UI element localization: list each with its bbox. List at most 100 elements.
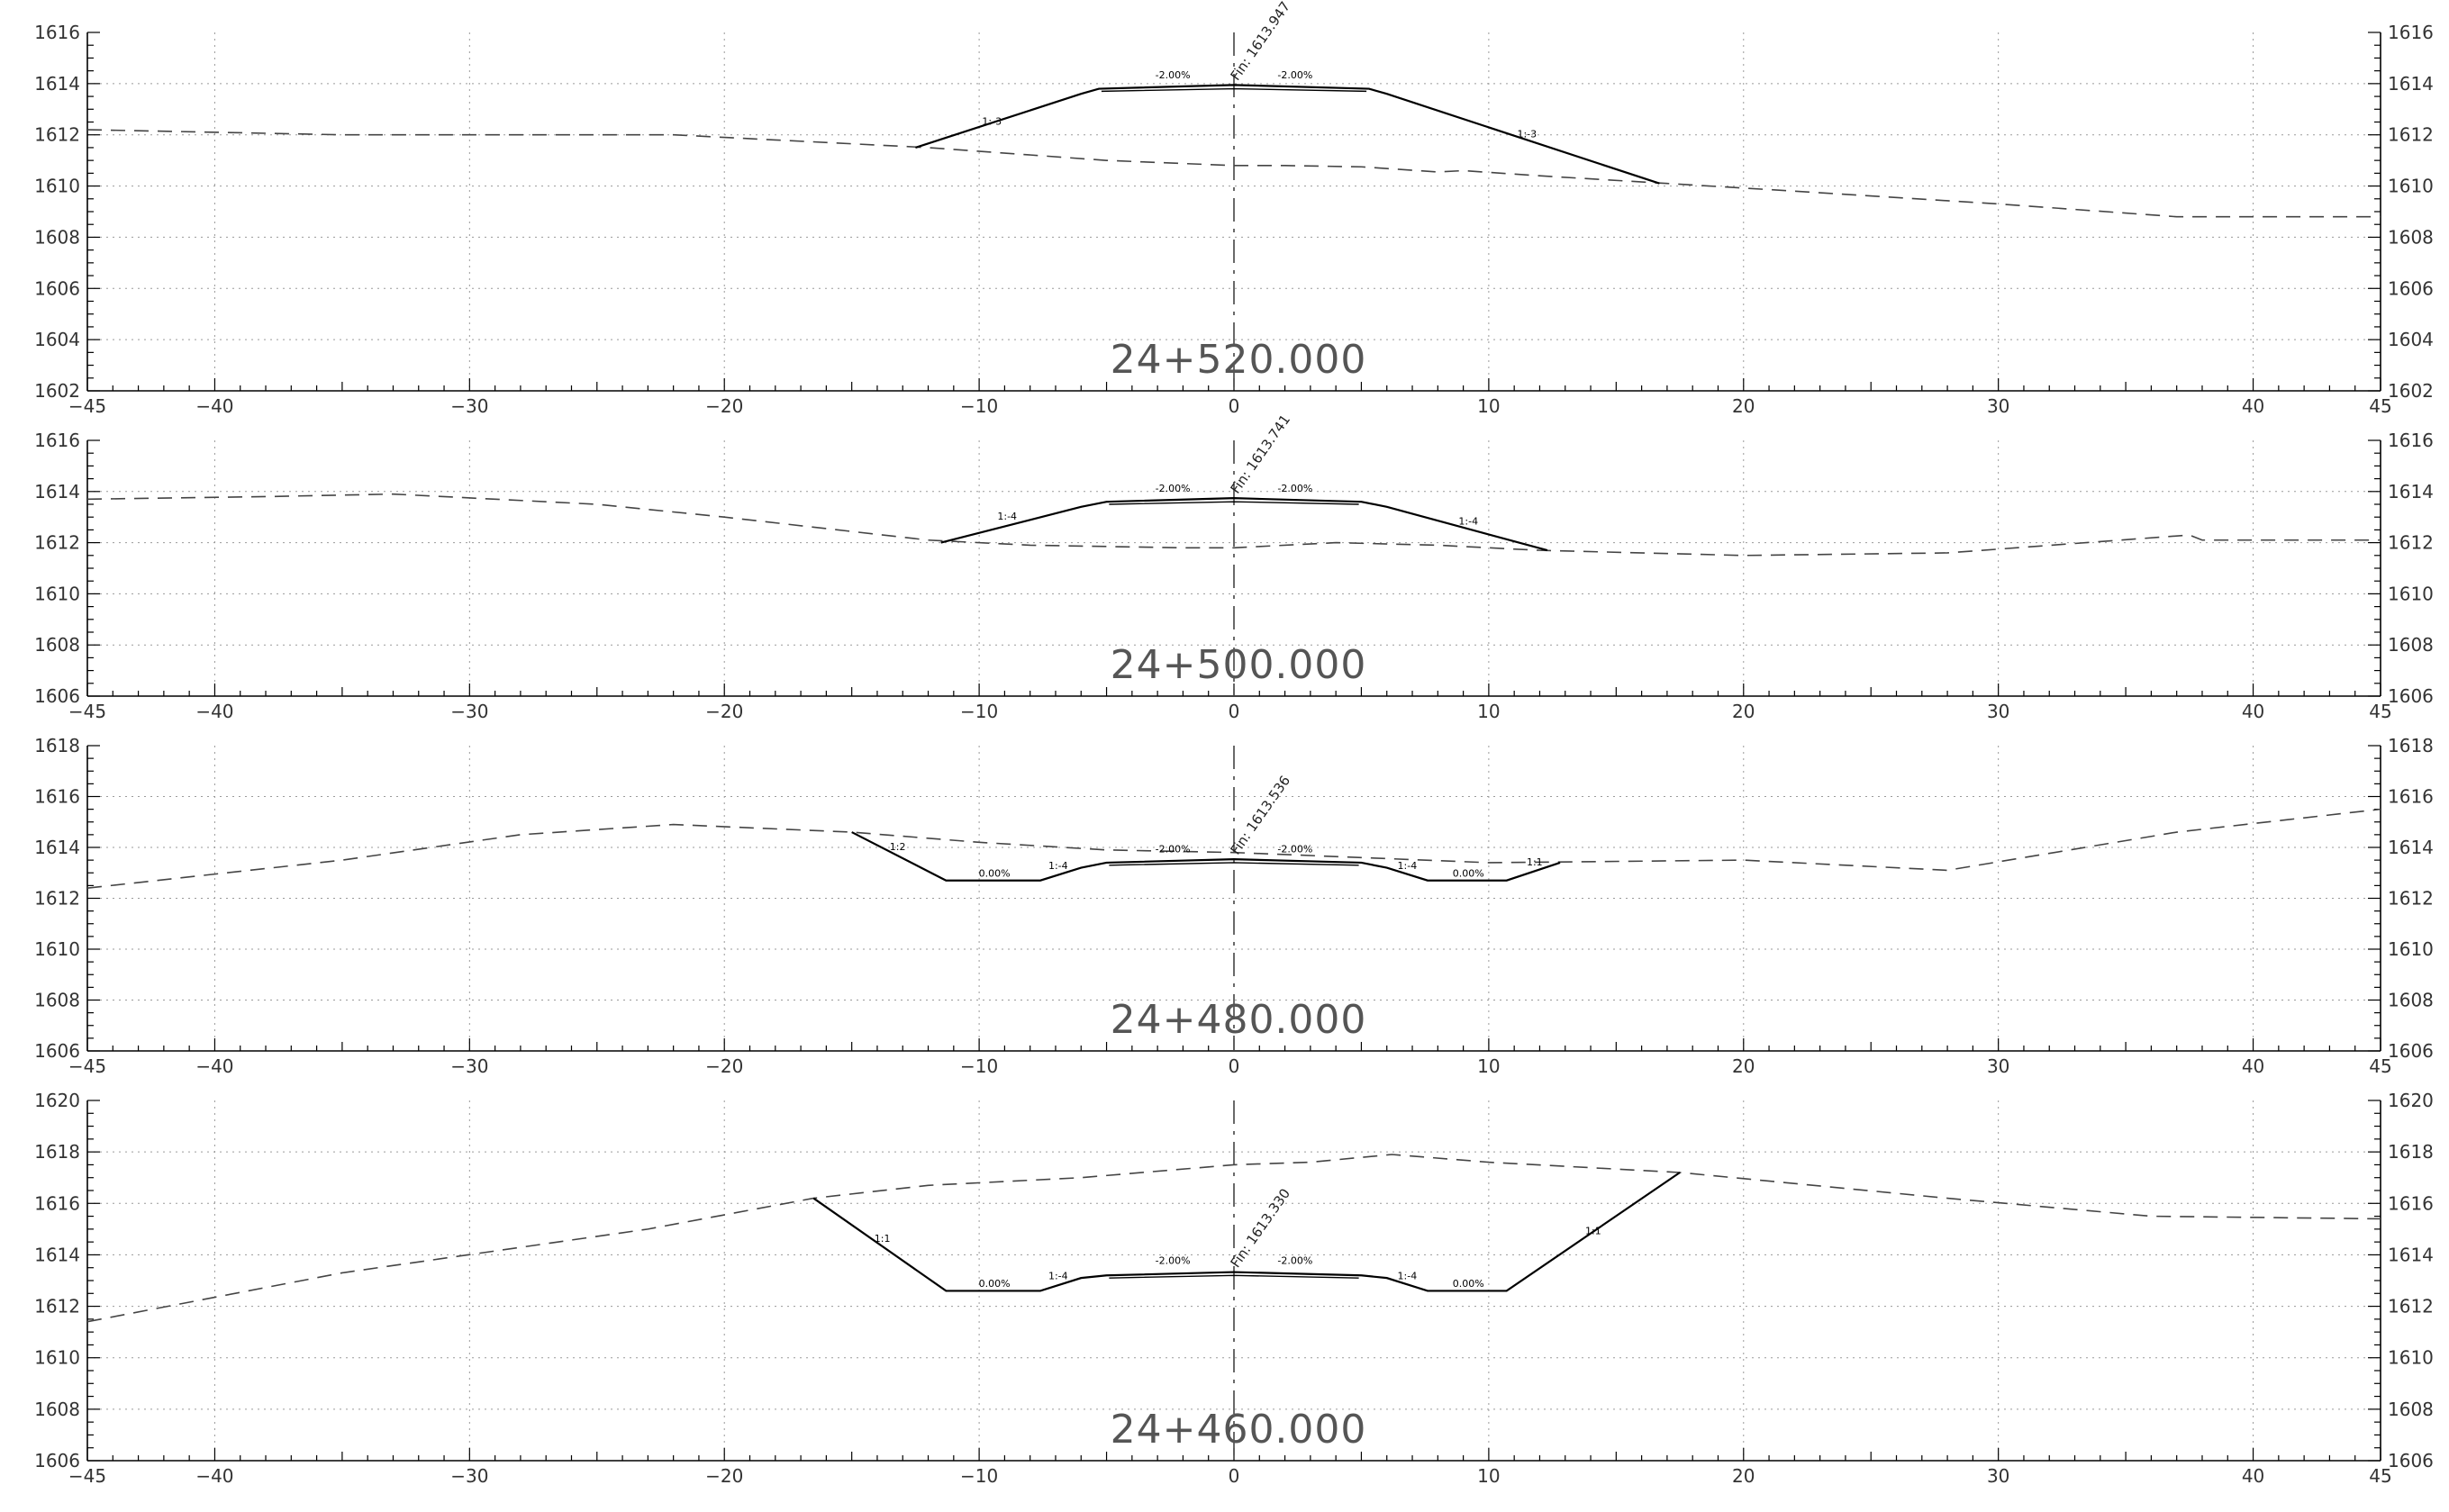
y-tick-label-right: 1612 — [2388, 1296, 2434, 1317]
slope-label: -2.00% — [1277, 69, 1312, 81]
section-panel: 1606 1606 1608 1608 1610 1610 1612 1612 1614 1614… — [34, 1090, 2434, 1487]
x-tick-label: 45 — [2369, 1055, 2391, 1077]
y-tick-label-left: 1614 — [34, 481, 80, 502]
x-tick-label: 20 — [1732, 701, 1755, 722]
design-section-line — [940, 497, 1548, 552]
pavement-layer-line — [1109, 1274, 1359, 1279]
slope-label: 0.00% — [979, 867, 1011, 879]
station-label: 24+500.000 — [1111, 642, 1367, 688]
slope-label: 1:-4 — [1458, 516, 1478, 528]
x-tick-label: −45 — [68, 701, 106, 722]
slope-label: 1:1 — [875, 1233, 891, 1245]
y-tick-label-right: 1614 — [2388, 837, 2434, 858]
x-tick-label: −30 — [450, 701, 488, 722]
x-tick-label: −20 — [705, 1465, 743, 1487]
y-tick-label-left: 1602 — [34, 380, 80, 402]
y-tick-label-right: 1608 — [2388, 1399, 2434, 1420]
existing-ground-line — [86, 129, 2381, 218]
slope-label: 0.00% — [979, 1278, 1011, 1290]
x-tick-label: −40 — [195, 1465, 233, 1487]
slope-label: 1:-4 — [997, 511, 1017, 522]
slope-label: 1:-4 — [1048, 860, 1068, 872]
y-tick-label-left: 1610 — [34, 176, 80, 197]
x-tick-label: −40 — [195, 1055, 233, 1077]
x-tick-label: −40 — [195, 395, 233, 417]
y-tick-label-left: 1610 — [34, 1347, 80, 1369]
y-tick-label-left: 1620 — [34, 1090, 80, 1111]
station-label: 24+520.000 — [1111, 337, 1367, 383]
x-tick-label: 20 — [1732, 395, 1755, 417]
x-tick-label: −10 — [960, 701, 998, 722]
y-tick-label-left: 1604 — [34, 329, 80, 350]
y-tick-label-right: 1604 — [2388, 329, 2434, 350]
slope-label: -2.00% — [1277, 483, 1312, 494]
slope-label: 0.00% — [1453, 867, 1484, 879]
slope-label: 1:-3 — [982, 115, 1002, 127]
pavement-layer-line — [1109, 501, 1359, 505]
slope-label: -2.00% — [1156, 1254, 1191, 1266]
x-tick-label: 40 — [2242, 1055, 2264, 1077]
section-panel: 1606 1606 1608 1608 1610 1610 1612 1612 1614 1614… — [34, 735, 2434, 1077]
x-tick-label: 20 — [1732, 1055, 1755, 1077]
y-tick-label-left: 1608 — [34, 990, 80, 1011]
pavement-layer-line — [1109, 862, 1359, 866]
x-tick-label: 0 — [1229, 395, 1240, 417]
y-tick-label-left: 1614 — [34, 73, 80, 95]
y-tick-label-right: 1610 — [2388, 938, 2434, 960]
y-tick-label-left: 1618 — [34, 1141, 80, 1163]
y-tick-label-left: 1608 — [34, 634, 80, 656]
y-tick-label-right: 1620 — [2388, 1090, 2434, 1111]
existing-ground-line — [86, 493, 2381, 557]
y-tick-label-right: 1608 — [2388, 226, 2434, 248]
x-tick-label: −10 — [960, 395, 998, 417]
x-tick-label: −20 — [705, 395, 743, 417]
slope-label: 1:-4 — [1398, 1271, 1418, 1282]
y-tick-label-left: 1612 — [34, 888, 80, 910]
x-tick-label: −20 — [705, 701, 743, 722]
y-tick-label-right: 1606 — [2388, 1040, 2434, 1062]
y-tick-label-right: 1606 — [2388, 277, 2434, 299]
x-tick-label: −45 — [68, 1465, 106, 1487]
section-panel: 1606 1606 1608 1608 1610 1610 1612 1612 1614 1614… — [34, 412, 2434, 722]
y-tick-label-left: 1616 — [34, 1192, 80, 1214]
x-tick-label: 45 — [2369, 701, 2391, 722]
design-section-line — [812, 1172, 1681, 1292]
x-tick-label: 10 — [1477, 395, 1500, 417]
y-tick-label-right: 1608 — [2388, 990, 2434, 1011]
slope-label: 1:-4 — [1048, 1271, 1068, 1282]
y-tick-label-left: 1614 — [34, 837, 80, 858]
slope-label: 0.00% — [1453, 1278, 1484, 1290]
y-tick-label-left: 1610 — [34, 583, 80, 604]
x-tick-label: 10 — [1477, 701, 1500, 722]
y-tick-label-right: 1610 — [2388, 1347, 2434, 1369]
x-tick-label: 40 — [2242, 395, 2264, 417]
y-tick-label-left: 1614 — [34, 1244, 80, 1265]
y-tick-label-right: 1616 — [2388, 1192, 2434, 1214]
y-tick-label-left: 1612 — [34, 124, 80, 146]
y-tick-label-right: 1616 — [2388, 22, 2434, 43]
x-tick-label: 30 — [1987, 701, 2009, 722]
y-tick-label-left: 1606 — [34, 1040, 80, 1062]
x-tick-label: −10 — [960, 1465, 998, 1487]
x-tick-label: −45 — [68, 1055, 106, 1077]
y-tick-label-left: 1618 — [34, 735, 80, 756]
slope-label: 1:1 — [1585, 1226, 1601, 1237]
x-tick-label: −30 — [450, 1465, 488, 1487]
slope-label: -2.00% — [1156, 69, 1191, 81]
y-tick-label-right: 1612 — [2388, 124, 2434, 146]
x-tick-label: 30 — [1987, 1465, 2009, 1487]
pavement-layer-line — [1101, 87, 1367, 93]
station-label: 24+480.000 — [1111, 997, 1367, 1043]
slope-label: 1:-4 — [1398, 860, 1418, 872]
y-tick-label-right: 1616 — [2388, 786, 2434, 808]
existing-ground-line — [86, 808, 2381, 889]
y-tick-label-left: 1606 — [34, 1450, 80, 1471]
y-tick-label-left: 1616 — [34, 22, 80, 43]
x-tick-label: 0 — [1229, 1055, 1240, 1077]
slope-label: -2.00% — [1277, 1254, 1312, 1266]
y-tick-label-right: 1612 — [2388, 888, 2434, 910]
y-tick-label-left: 1616 — [34, 430, 80, 451]
y-tick-label-left: 1608 — [34, 226, 80, 248]
y-tick-label-left: 1612 — [34, 532, 80, 554]
